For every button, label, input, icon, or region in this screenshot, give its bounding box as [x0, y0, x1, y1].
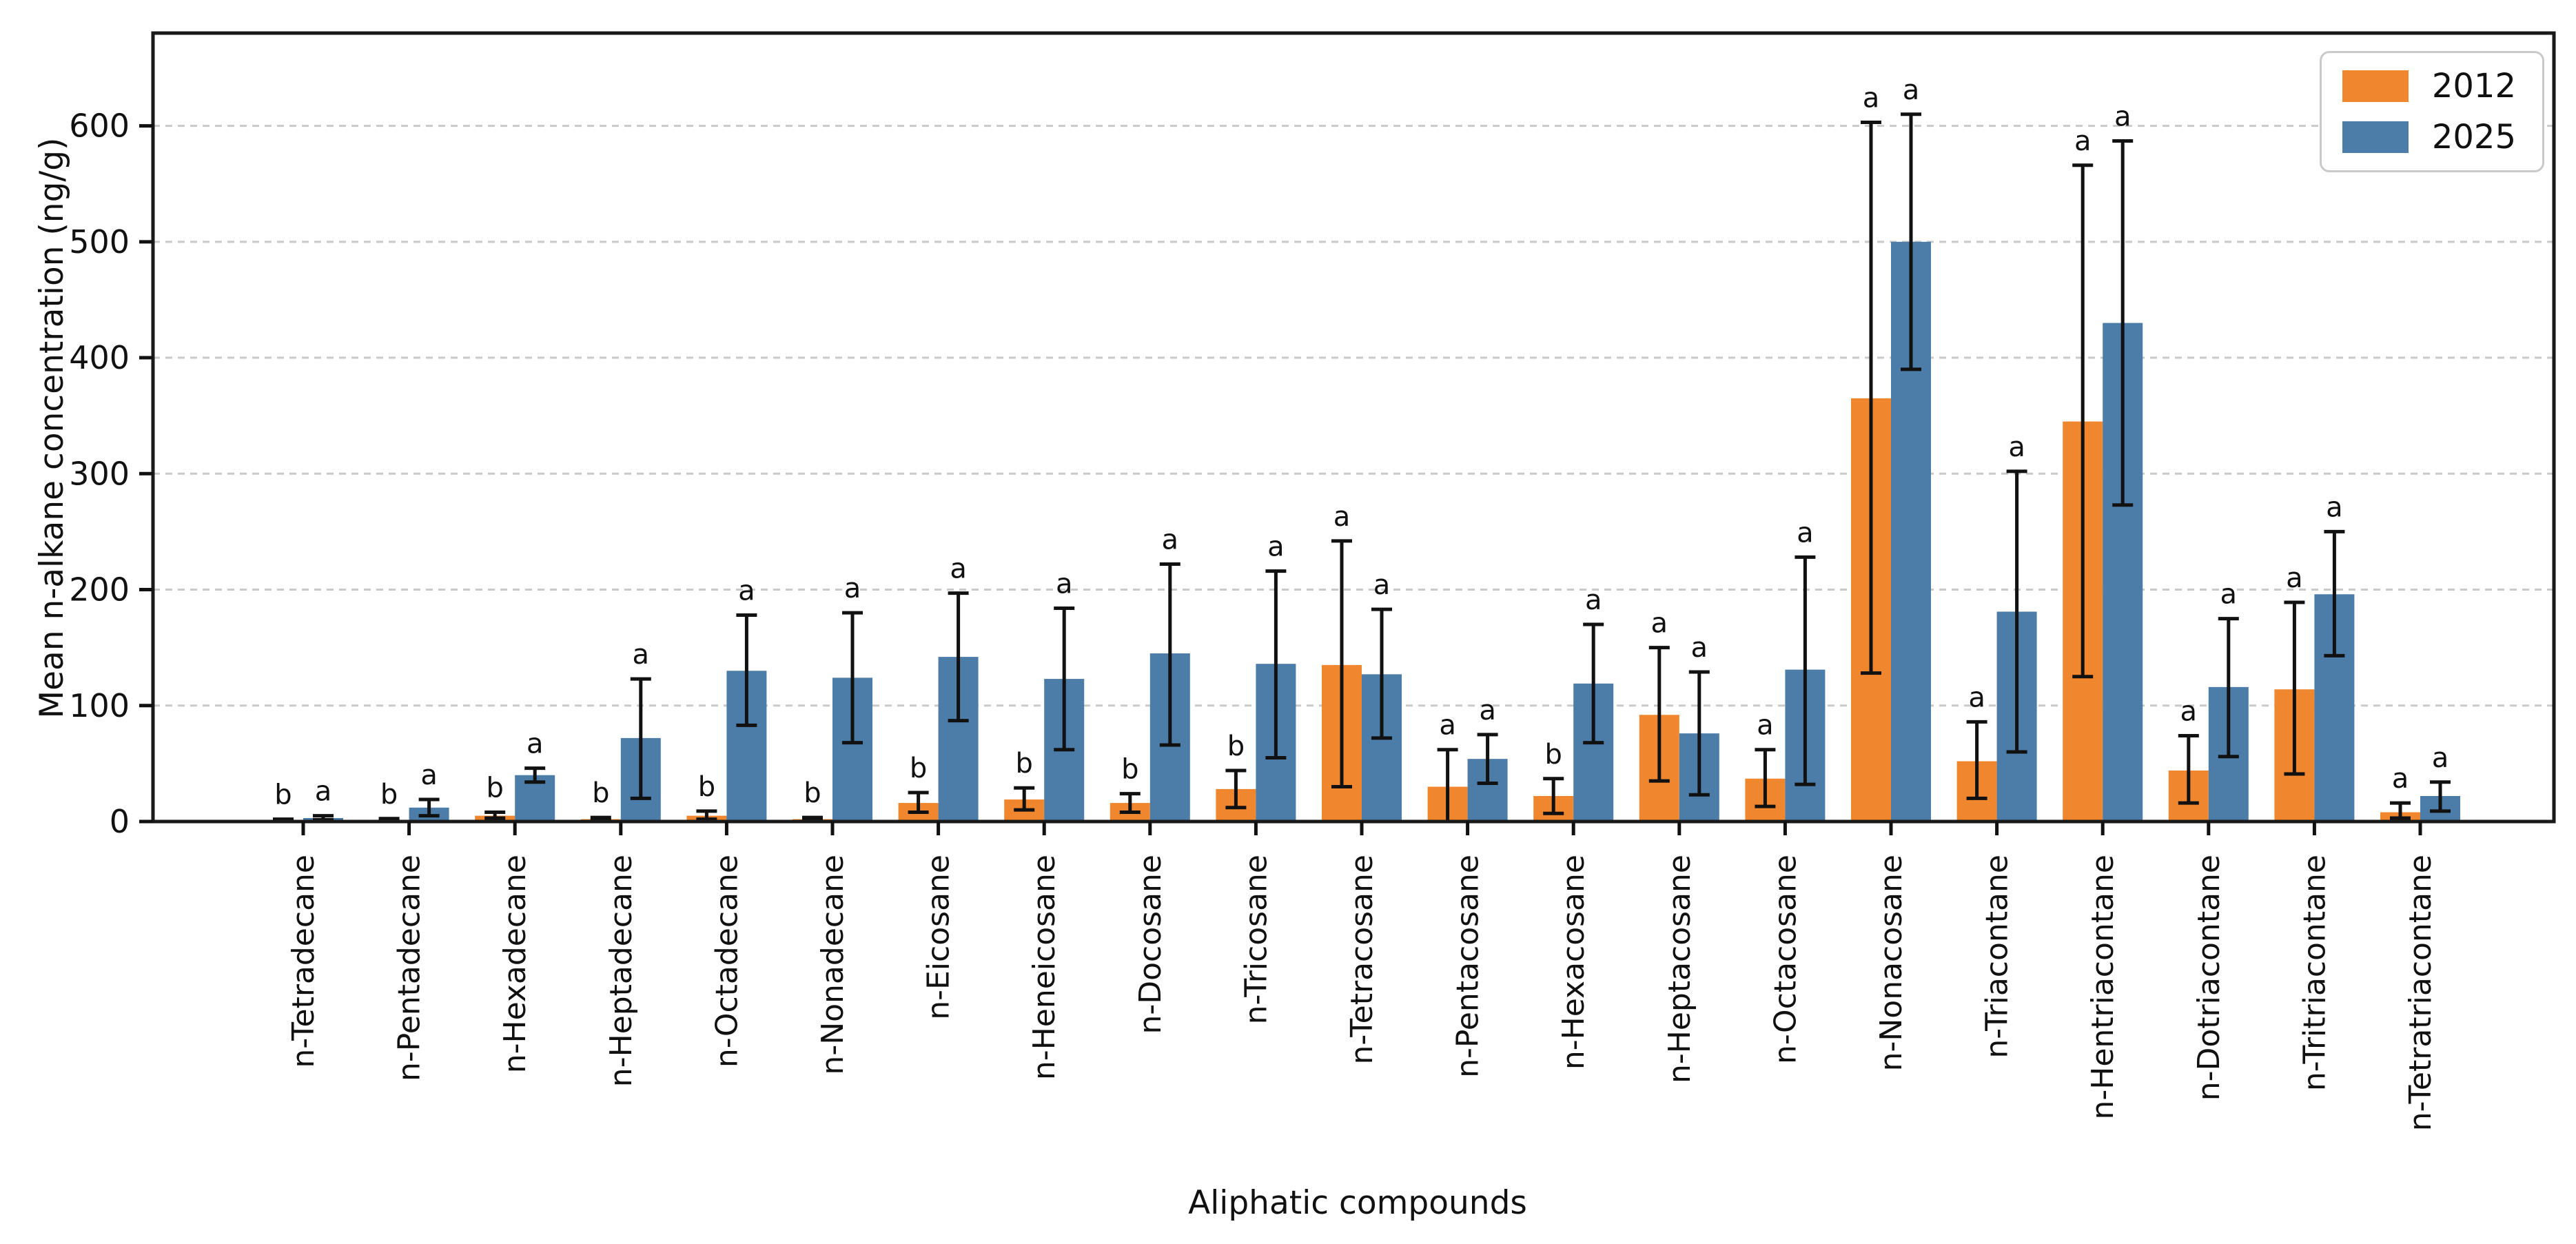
x-tick-label-n-Heptadecane: n-Heptadecane	[604, 855, 639, 1087]
x-tick-label-n-Pentadecane: n-Pentadecane	[392, 855, 427, 1081]
x-tick-label-n-Eicosane: n-Eicosane	[921, 855, 957, 1020]
x-tick-label-n-Hexadecane: n-Hexadecane	[498, 855, 533, 1073]
x-tick-label-n-Heneicosane: n-Heneicosane	[1027, 855, 1062, 1080]
sig-letter-2025-n-Octacosane: a	[1797, 517, 1814, 549]
sig-letter-2012-n-Hentriacontane: a	[2074, 125, 2092, 157]
x-axis-ticks: n-Tetradecane n-Pentadecane n-Hexadecane n-…	[286, 822, 2438, 1131]
sig-letter-2025-n-Tetratriacontane: a	[2432, 742, 2449, 774]
y-tick-label-0: 0	[110, 803, 130, 840]
x-tick-label-n-Tritriacontane: n-Tritriacontane	[2297, 855, 2332, 1091]
legend-label-2025: 2025	[2431, 118, 2516, 156]
sig-letter-2025-n-Pentacosane: a	[1479, 695, 1496, 726]
sig-letter-2012-n-Heneicosane: b	[1016, 748, 1033, 779]
legend-label-2012: 2012	[2431, 67, 2516, 105]
sig-letter-2025-n-Tetradecane: a	[315, 776, 332, 808]
x-tick-label-n-Docosane: n-Docosane	[1133, 855, 1168, 1034]
x-tick-label-n-Hentriacontane: n-Hentriacontane	[2085, 855, 2120, 1120]
x-tick-label-n-Octadecane: n-Octadecane	[709, 855, 744, 1068]
y-axis-title: Mean n-alkane concentration (ng/g)	[33, 137, 71, 719]
sig-letter-2012-n-Tritriacontane: a	[2286, 562, 2303, 594]
legend-swatch-2025	[2342, 121, 2409, 153]
x-tick-label-n-Heptacosane: n-Heptacosane	[1662, 855, 1697, 1083]
sig-letter-2025-n-Octadecane: a	[738, 575, 755, 607]
legend: 2012 2025	[2319, 51, 2544, 172]
plot-border	[151, 31, 2556, 824]
sig-letter-2012-n-Tricosane: b	[1227, 731, 1245, 762]
sig-letter-2025-n-Heptadecane: a	[633, 639, 650, 671]
sig-letter-2012-n-Hexadecane: b	[487, 773, 504, 804]
y-tick-label-600: 600	[69, 108, 130, 145]
sig-letter-2025-n-Nonacosane: a	[1903, 74, 1920, 106]
sig-letter-2025-n-Hexacosane: a	[1585, 584, 1602, 616]
x-tick-label-n-Triacontane: n-Triacontane	[1980, 855, 2015, 1059]
sig-letter-2012-n-Tetracosane: a	[1333, 501, 1351, 533]
y-tick-label-400: 400	[69, 339, 130, 376]
sig-letter-2012-n-Heptacosane: a	[1651, 608, 1668, 640]
sig-letter-2025-n-Nonadecane: a	[844, 573, 861, 604]
sig-letter-2025-n-Heneicosane: a	[1056, 568, 1073, 600]
sig-letter-2012-n-Dotriacontane: a	[2180, 696, 2198, 728]
legend-item-2025: 2025	[2342, 121, 2516, 154]
sig-letter-2025-n-Hentriacontane: a	[2114, 101, 2132, 132]
sig-letter-2012-n-Nonadecane: b	[804, 777, 821, 809]
sig-letter-2012-n-Nonacosane: a	[1863, 83, 1880, 114]
sig-letter-2025-n-Docosane: a	[1162, 524, 1179, 556]
x-tick-label-n-Nonadecane: n-Nonadecane	[815, 855, 850, 1075]
y-tick-label-300: 300	[69, 455, 130, 492]
x-tick-label-n-Octacosane: n-Octacosane	[1768, 855, 1803, 1064]
sig-letter-2025-n-Pentadecane: a	[420, 759, 438, 791]
y-tick-label-200: 200	[69, 571, 130, 609]
sig-letter-2025-n-Eicosane: a	[950, 553, 967, 585]
legend-swatch-2012	[2342, 70, 2409, 102]
y-tick-label-100: 100	[69, 687, 130, 724]
y-axis-ticks: 0 100 200 300 400 500 600	[69, 108, 153, 840]
x-tick-label-n-Tetracosane: n-Tetracosane	[1345, 855, 1380, 1064]
x-tick-label-n-Pentacosane: n-Pentacosane	[1451, 855, 1486, 1078]
y-tick-label-500: 500	[69, 223, 130, 261]
sig-letter-2012-n-Docosane: b	[1121, 754, 1138, 786]
sig-letter-2012-n-Tetradecane: b	[274, 779, 292, 811]
x-axis-title: Aliphatic compounds	[1188, 1184, 1527, 1222]
sig-letter-2012-n-Octadecane: b	[698, 771, 715, 803]
x-tick-label-n-Tetratriacontane: n-Tetratriacontane	[2403, 855, 2438, 1131]
x-tick-label-n-Dotriacontane: n-Dotriacontane	[2191, 855, 2227, 1101]
sig-letter-2012-n-Heptadecane: b	[592, 777, 609, 809]
x-tick-label-n-Hexacosane: n-Hexacosane	[1556, 855, 1591, 1070]
sig-letter-2025-n-Triacontane: a	[2008, 431, 2025, 463]
sig-letter-2025-n-Dotriacontane: a	[2220, 579, 2238, 611]
sig-letter-2012-n-Octacosane: a	[1757, 710, 1774, 742]
x-tick-label-n-Nonacosane: n-Nonacosane	[1874, 855, 1909, 1071]
sig-letter-2012-n-Triacontane: a	[1968, 682, 1985, 713]
sig-letter-2012-n-Eicosane: b	[910, 753, 927, 784]
x-tick-label-n-Tricosane: n-Tricosane	[1238, 855, 1274, 1024]
sig-letter-2025-n-Tetracosane: a	[1373, 569, 1391, 601]
sig-letter-2025-n-Hexadecane: a	[527, 728, 544, 760]
gridlines	[153, 125, 2554, 707]
sig-letter-2012-n-Hexacosane: b	[1545, 739, 1562, 771]
sig-letter-2025-n-Tritriacontane: a	[2326, 491, 2343, 523]
sig-letter-2012-n-Pentadecane: b	[380, 779, 398, 810]
sig-letter-2025-n-Tricosane: a	[1267, 531, 1285, 563]
legend-item-2012: 2012	[2342, 70, 2516, 103]
sig-letter-2012-n-Tetratriacontane: a	[2392, 763, 2409, 795]
sig-letter-2012-n-Pentacosane: a	[1439, 710, 1456, 742]
bars	[263, 241, 2460, 822]
sig-letter-2025-n-Heptacosane: a	[1691, 632, 1708, 664]
x-tick-label-n-Tetradecane: n-Tetradecane	[286, 855, 321, 1068]
